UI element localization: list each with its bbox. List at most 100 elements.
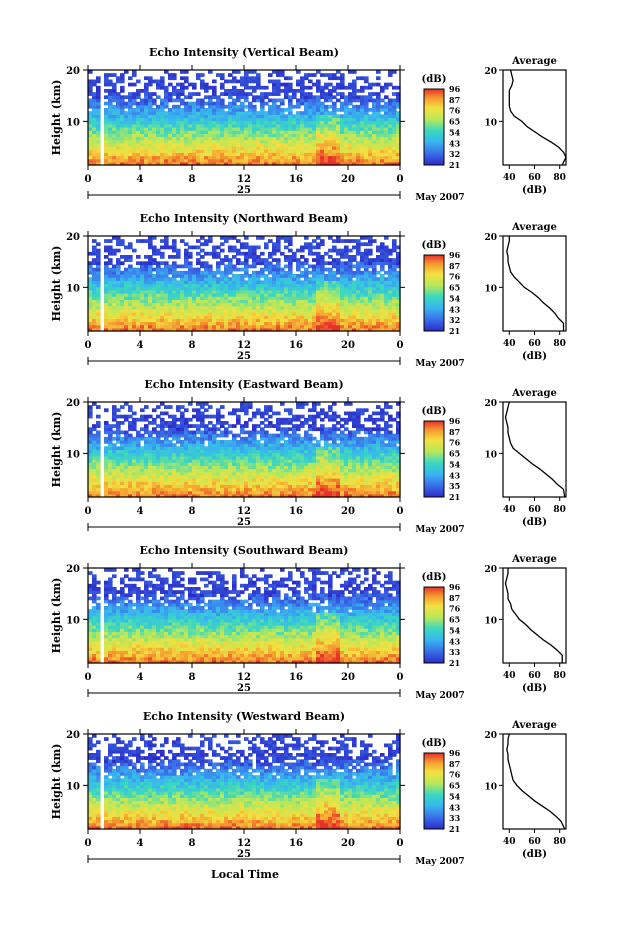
heatmap-cell: [260, 296, 265, 300]
heatmap-cell: [176, 161, 181, 166]
heatmap-cell: [168, 123, 173, 128]
heatmap-cell: [224, 255, 229, 259]
heatmap-cell: [280, 139, 285, 144]
heatmap-cell: [180, 123, 185, 128]
heatmap-cell: [248, 255, 253, 259]
heatmap-cell: [92, 459, 97, 463]
heatmap-cell: [280, 493, 285, 498]
heatmap-cell: [308, 478, 313, 482]
heatmap-cell: [312, 127, 317, 131]
heatmap-cell: [188, 280, 193, 285]
heatmap-cell: [372, 493, 377, 498]
heatmap-cell: [104, 101, 109, 106]
heatmap-cell: [248, 101, 253, 106]
heatmap-cell: [324, 117, 329, 122]
heatmap-cell: [344, 321, 349, 326]
heatmap-cell: [276, 296, 281, 300]
heatmap-cell: [232, 146, 237, 150]
heatmap-cell: [364, 305, 369, 310]
heatmap-cell: [264, 296, 269, 300]
heatmap-cell: [320, 117, 325, 122]
heatmap-cell: [212, 493, 217, 498]
heatmap-cell: [392, 474, 397, 479]
heatmap-cell: [88, 289, 93, 294]
heatmap-cell: [188, 299, 193, 304]
heatmap-cell: [144, 478, 149, 482]
heatmap-cell: [180, 149, 185, 153]
heatmap-cell: [168, 245, 173, 250]
heatmap-cell: [304, 452, 309, 457]
heatmap-cell: [264, 139, 269, 144]
heatmap-cell: [176, 270, 181, 275]
heatmap-cell: [276, 462, 281, 466]
heatmap-cell: [188, 264, 193, 269]
heatmap-cell: [304, 155, 309, 160]
heatmap-cell: [280, 452, 285, 457]
heatmap-cell: [160, 146, 165, 150]
heatmap-cell: [232, 283, 237, 288]
heatmap-cell: [272, 277, 277, 281]
heatmap-cell: [332, 117, 337, 122]
heatmap-cell: [368, 146, 373, 150]
heatmap-cell: [392, 459, 397, 463]
heatmap-cell: [300, 478, 305, 482]
heatmap-cell: [228, 261, 233, 266]
heatmap-cell: [132, 321, 137, 326]
heatmap-cell: [348, 152, 353, 157]
heatmap-cell: [128, 293, 133, 297]
heatmap-cell: [280, 471, 285, 476]
heatmap-cell: [316, 267, 321, 272]
heatmap-cell: [232, 236, 237, 240]
heatmap-cell: [168, 277, 173, 281]
heatmap-cell: [240, 120, 245, 125]
heatmap-cell: [148, 484, 153, 489]
heatmap-cell: [172, 484, 177, 489]
heatmap-cell: [300, 474, 305, 479]
heatmap-cell: [188, 321, 193, 326]
heatmap-cell: [232, 92, 237, 96]
heatmap-cell: [148, 299, 153, 304]
heatmap-cell: [128, 474, 133, 479]
heatmap-cell: [148, 490, 153, 495]
heatmap-cell: [184, 318, 189, 323]
heatmap-cell: [136, 108, 141, 112]
heatmap-cell: [236, 139, 241, 144]
heatmap-cell: [348, 161, 353, 166]
heatmap-cell: [320, 474, 325, 479]
heatmap-cell: [160, 327, 165, 332]
heatmap-cell: [172, 146, 177, 150]
heatmap-cell: [204, 123, 209, 128]
heatmap-cell: [224, 459, 229, 463]
heatmap-cell: [224, 111, 229, 115]
heatmap-cell: [380, 161, 385, 166]
heatmap-cell: [384, 296, 389, 300]
heatmap-cell: [240, 481, 245, 485]
heatmap-cell: [164, 293, 169, 297]
heatmap-cell: [308, 130, 313, 134]
heatmap-cell: [124, 449, 129, 454]
heatmap-cell: [176, 302, 181, 307]
heatmap-cell: [384, 146, 389, 150]
heatmap-cell: [296, 465, 301, 470]
heatmap-cell: [268, 270, 273, 275]
heatmap-cell: [204, 324, 209, 329]
heatmap-cell: [136, 270, 141, 275]
heatmap-cell: [360, 123, 365, 128]
heatmap-cell: [136, 239, 141, 243]
heatmap-cell: [392, 286, 397, 291]
heatmap-cell: [272, 82, 277, 87]
heatmap-cell: [344, 267, 349, 272]
heatmap-cell: [108, 452, 113, 457]
heatmap-cell: [392, 274, 397, 278]
heatmap-cell: [144, 76, 149, 81]
heatmap-cell: [308, 468, 313, 473]
heatmap-cell: [388, 130, 393, 134]
heatmap-cell: [188, 123, 193, 128]
heatmap-cell: [236, 490, 241, 495]
heatmap-cell: [152, 133, 157, 138]
heatmap-cell: [108, 474, 113, 479]
heatmap-cell: [240, 318, 245, 323]
heatmap-cell: [184, 452, 189, 457]
heatmap-cell: [112, 493, 117, 498]
heatmap-cell: [156, 471, 161, 476]
